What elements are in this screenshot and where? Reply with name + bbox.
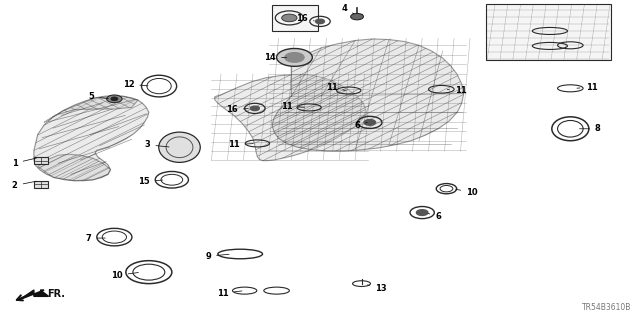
Circle shape [316, 19, 324, 24]
Text: 16: 16 [226, 105, 248, 114]
Text: 10: 10 [456, 188, 478, 197]
Polygon shape [38, 154, 111, 181]
Text: 8: 8 [579, 124, 601, 133]
Text: 4: 4 [341, 4, 354, 14]
Text: 6: 6 [428, 212, 441, 221]
Text: TR54B3610B: TR54B3610B [582, 303, 632, 312]
Text: 3: 3 [145, 140, 169, 149]
Circle shape [351, 13, 364, 20]
Circle shape [417, 210, 428, 215]
Text: 7: 7 [86, 234, 105, 243]
Text: 11: 11 [228, 140, 253, 149]
Text: FR.: FR. [47, 290, 65, 300]
Text: 9: 9 [205, 252, 229, 261]
Polygon shape [44, 96, 138, 123]
Text: 2: 2 [12, 181, 36, 190]
Text: 6: 6 [354, 121, 367, 130]
Text: 15: 15 [138, 177, 163, 186]
Circle shape [107, 95, 122, 103]
Text: 10: 10 [111, 271, 138, 280]
Ellipse shape [159, 132, 200, 162]
Polygon shape [34, 96, 149, 181]
Text: 1: 1 [12, 158, 36, 168]
Circle shape [364, 120, 376, 125]
Text: 14: 14 [264, 53, 287, 62]
Bar [486, 4, 611, 60]
Circle shape [282, 14, 297, 22]
Text: 11: 11 [447, 86, 467, 95]
Text: 11: 11 [217, 289, 242, 298]
Bar [272, 5, 318, 31]
Text: 5: 5 [88, 92, 108, 101]
Bar [34, 181, 48, 188]
Text: 11: 11 [281, 102, 305, 111]
Circle shape [111, 97, 118, 100]
Text: 11: 11 [326, 83, 346, 92]
Circle shape [285, 52, 304, 62]
Circle shape [250, 106, 259, 111]
Text: 16: 16 [296, 14, 314, 23]
Bar [34, 157, 48, 164]
Text: 12: 12 [122, 80, 148, 89]
Text: 11: 11 [577, 83, 597, 92]
Circle shape [276, 49, 312, 66]
Text: 13: 13 [367, 284, 387, 292]
Polygon shape [272, 39, 464, 151]
Polygon shape [20, 290, 49, 300]
Polygon shape [214, 75, 366, 161]
